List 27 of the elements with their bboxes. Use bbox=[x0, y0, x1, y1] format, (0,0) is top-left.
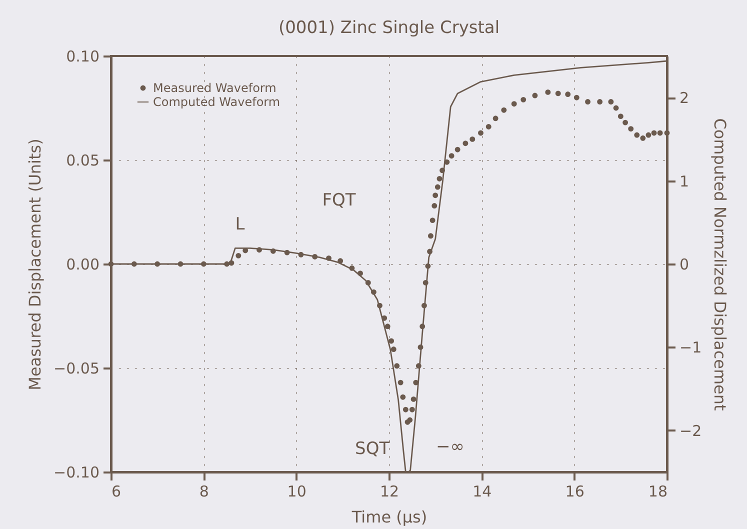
x-tick-label: 6 bbox=[112, 482, 122, 500]
y2-axis-title: Computed Normzlized Displacement bbox=[710, 118, 730, 411]
x-tick-label: 16 bbox=[565, 482, 584, 500]
y-tick-label: 0.05 bbox=[66, 152, 100, 170]
chart-title: (0001) Zinc Single Crystal bbox=[278, 18, 500, 38]
x-axis-title: Time (μs) bbox=[350, 508, 428, 526]
annotation: L bbox=[235, 214, 246, 234]
legend-label: Measured Waveform bbox=[153, 81, 276, 95]
y2-tick-label: 2 bbox=[680, 89, 690, 108]
annotation: SQT bbox=[355, 439, 390, 460]
y-tick-label: 0.00 bbox=[66, 256, 100, 274]
legend-label: Computed Waveform bbox=[153, 95, 280, 109]
x-tick-label: 14 bbox=[472, 482, 492, 500]
x-tick-label: 18 bbox=[648, 482, 668, 500]
y2-tick-label: −2 bbox=[680, 422, 702, 440]
y2-tick-label: −1 bbox=[680, 338, 702, 357]
y-tick-label: −0.05 bbox=[54, 360, 100, 378]
y2-tick-label: 0 bbox=[680, 256, 690, 274]
annotation: −∞ bbox=[436, 437, 464, 458]
annotation: FQT bbox=[322, 190, 356, 210]
y2-tick-label: 1 bbox=[680, 172, 690, 190]
x-tick-label: 8 bbox=[199, 482, 209, 500]
y-axis-title: Measured Displacement (Units) bbox=[26, 138, 45, 390]
x-tick-label: 12 bbox=[380, 482, 400, 500]
y-tick-label: −0.10 bbox=[54, 464, 100, 482]
y-tick-label: 0.10 bbox=[66, 48, 100, 66]
x-tick-label: 10 bbox=[287, 482, 306, 500]
